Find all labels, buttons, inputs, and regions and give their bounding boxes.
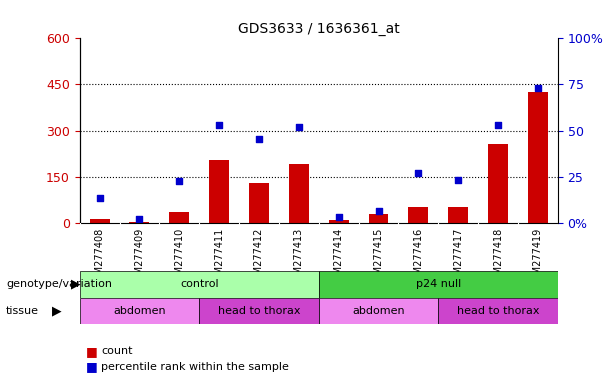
Text: tissue: tissue <box>6 306 39 316</box>
Point <box>454 177 463 183</box>
Bar <box>289 164 309 223</box>
Text: p24 null: p24 null <box>416 279 461 289</box>
Bar <box>199 298 319 324</box>
Bar <box>169 212 189 223</box>
Bar <box>319 271 558 298</box>
Bar <box>408 207 428 223</box>
Text: abdomen: abdomen <box>113 306 166 316</box>
Point <box>533 85 543 91</box>
Bar <box>249 184 269 223</box>
Bar <box>80 298 199 324</box>
Point <box>373 208 384 214</box>
Bar <box>129 222 150 223</box>
Text: ▶: ▶ <box>52 305 62 318</box>
Text: genotype/variation: genotype/variation <box>6 279 112 289</box>
Bar <box>80 271 319 298</box>
Text: head to thorax: head to thorax <box>218 306 300 316</box>
Bar <box>209 160 229 223</box>
Text: ■: ■ <box>86 360 97 373</box>
Point <box>333 214 343 220</box>
Bar <box>319 298 438 324</box>
Point <box>175 178 185 184</box>
Bar <box>448 207 468 223</box>
Text: percentile rank within the sample: percentile rank within the sample <box>101 362 289 372</box>
Bar <box>438 298 558 324</box>
Title: GDS3633 / 1636361_at: GDS3633 / 1636361_at <box>238 22 400 36</box>
Point <box>215 122 224 128</box>
Text: head to thorax: head to thorax <box>457 306 539 316</box>
Text: ■: ■ <box>86 345 97 358</box>
Text: ▶: ▶ <box>70 278 80 291</box>
Point <box>254 136 264 142</box>
Bar <box>368 214 389 223</box>
Point <box>94 195 104 201</box>
Text: control: control <box>180 279 219 289</box>
Text: abdomen: abdomen <box>352 306 405 316</box>
Bar <box>89 219 110 223</box>
Bar <box>488 144 508 223</box>
Point <box>294 124 304 130</box>
Point <box>413 170 423 176</box>
Point <box>493 122 503 128</box>
Bar <box>329 220 349 223</box>
Text: count: count <box>101 346 132 356</box>
Bar <box>528 92 548 223</box>
Point <box>134 216 145 222</box>
